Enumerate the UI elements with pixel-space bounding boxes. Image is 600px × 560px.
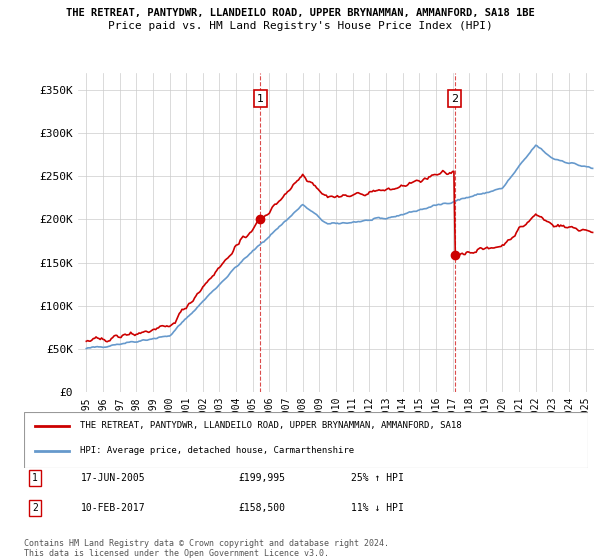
Text: HPI: Average price, detached house, Carmarthenshire: HPI: Average price, detached house, Carm…: [80, 446, 355, 455]
Text: 25% ↑ HPI: 25% ↑ HPI: [351, 473, 404, 483]
Text: £199,995: £199,995: [238, 473, 286, 483]
FancyBboxPatch shape: [24, 412, 588, 468]
Text: 17-JUN-2005: 17-JUN-2005: [80, 473, 145, 483]
Text: 10-FEB-2017: 10-FEB-2017: [80, 502, 145, 512]
Text: THE RETREAT, PANTYDWR, LLANDEILO ROAD, UPPER BRYNAMMAN, AMMANFORD, SA18: THE RETREAT, PANTYDWR, LLANDEILO ROAD, U…: [80, 421, 462, 430]
Text: 2: 2: [32, 502, 38, 512]
Text: THE RETREAT, PANTYDWR, LLANDEILO ROAD, UPPER BRYNAMMAN, AMMANFORD, SA18 1BE: THE RETREAT, PANTYDWR, LLANDEILO ROAD, U…: [65, 8, 535, 18]
Text: £158,500: £158,500: [238, 502, 286, 512]
Text: Contains HM Land Registry data © Crown copyright and database right 2024.: Contains HM Land Registry data © Crown c…: [24, 539, 389, 548]
Text: 1: 1: [257, 94, 264, 104]
Text: 11% ↓ HPI: 11% ↓ HPI: [351, 502, 404, 512]
Text: Price paid vs. HM Land Registry's House Price Index (HPI): Price paid vs. HM Land Registry's House …: [107, 21, 493, 31]
Text: 2: 2: [451, 94, 458, 104]
Text: This data is licensed under the Open Government Licence v3.0.: This data is licensed under the Open Gov…: [24, 549, 329, 558]
Text: 1: 1: [32, 473, 38, 483]
